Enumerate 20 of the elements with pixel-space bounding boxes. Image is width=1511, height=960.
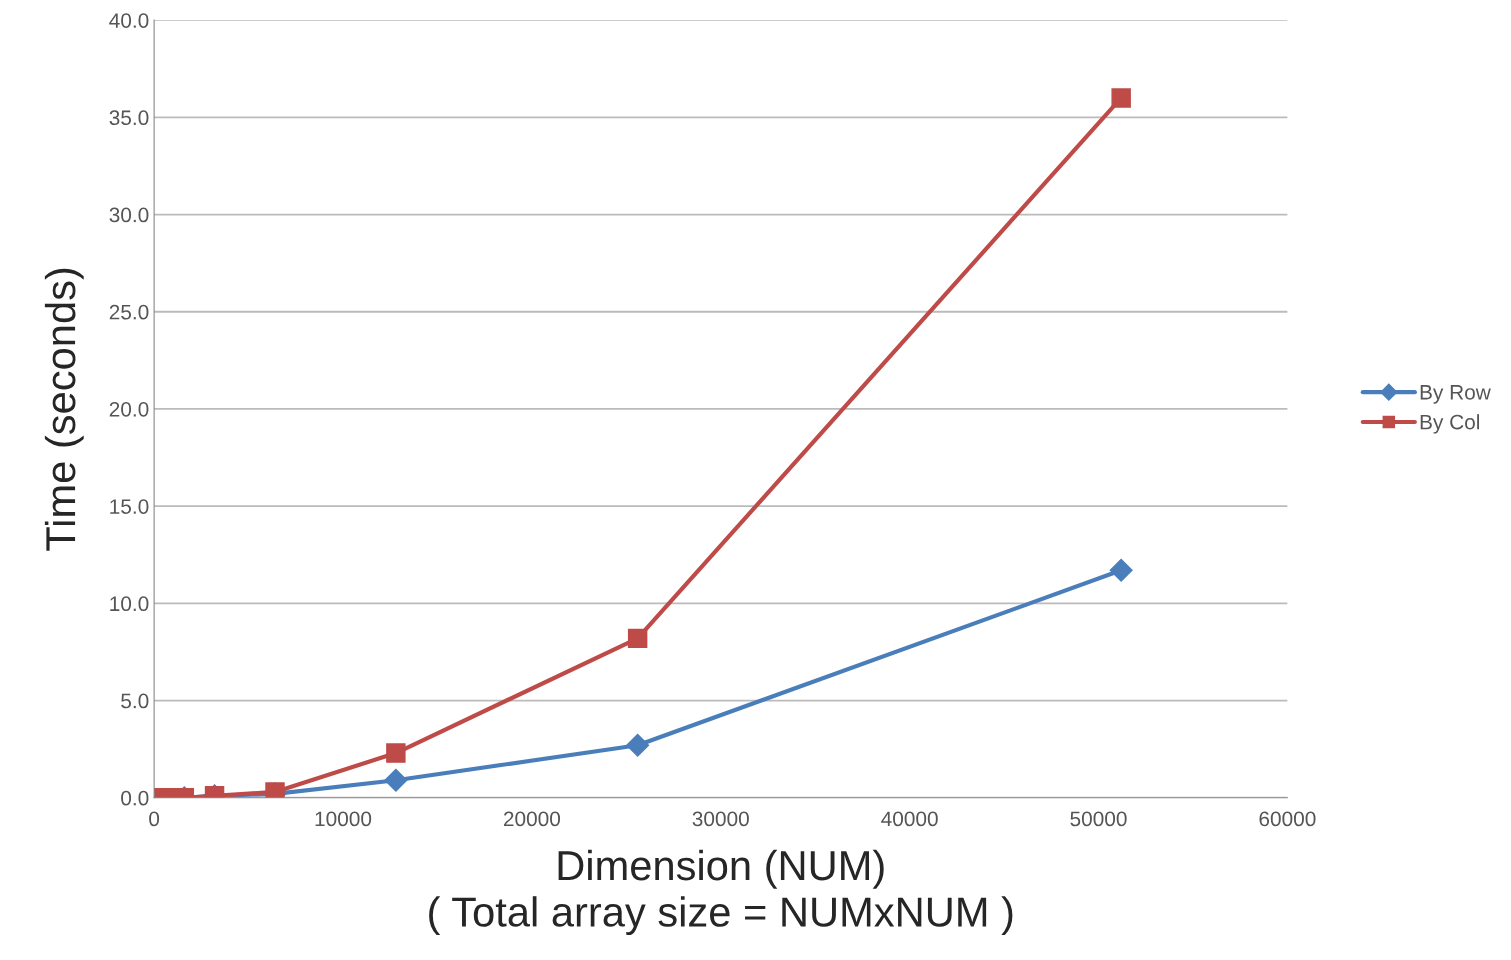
y-tick-label: 5.0 xyxy=(121,693,149,709)
y-tick-label: 25.0 xyxy=(109,304,149,320)
x-tick-label: 50000 xyxy=(1070,811,1127,827)
x-tick-label: 30000 xyxy=(692,811,749,827)
y-tick-label: 0.0 xyxy=(121,790,149,806)
legend-label: By Col xyxy=(1420,414,1479,434)
legend-label: By Row xyxy=(1420,385,1491,404)
x-tick-label: 60000 xyxy=(1259,811,1316,827)
y-tick-label: 40.0 xyxy=(109,13,149,28)
x-tick-label: 0 xyxy=(149,811,160,827)
y-tick-label: 30.0 xyxy=(109,207,149,223)
x-tick-label: 10000 xyxy=(315,811,372,827)
x-tick-label: 40000 xyxy=(881,811,938,827)
y-tick-label: 20.0 xyxy=(109,401,149,417)
y-tick-label: 10.0 xyxy=(110,596,149,612)
x-tick-label: 20000 xyxy=(503,811,561,827)
y-tick-label: 15.0 xyxy=(110,499,149,514)
y-tick-label: 35.0 xyxy=(109,110,149,126)
y-axis-title: Time (seconds) xyxy=(44,268,84,551)
x-axis-title: Dimension (NUM) ( Total array size = NUMxNUM ) xyxy=(429,849,1013,936)
